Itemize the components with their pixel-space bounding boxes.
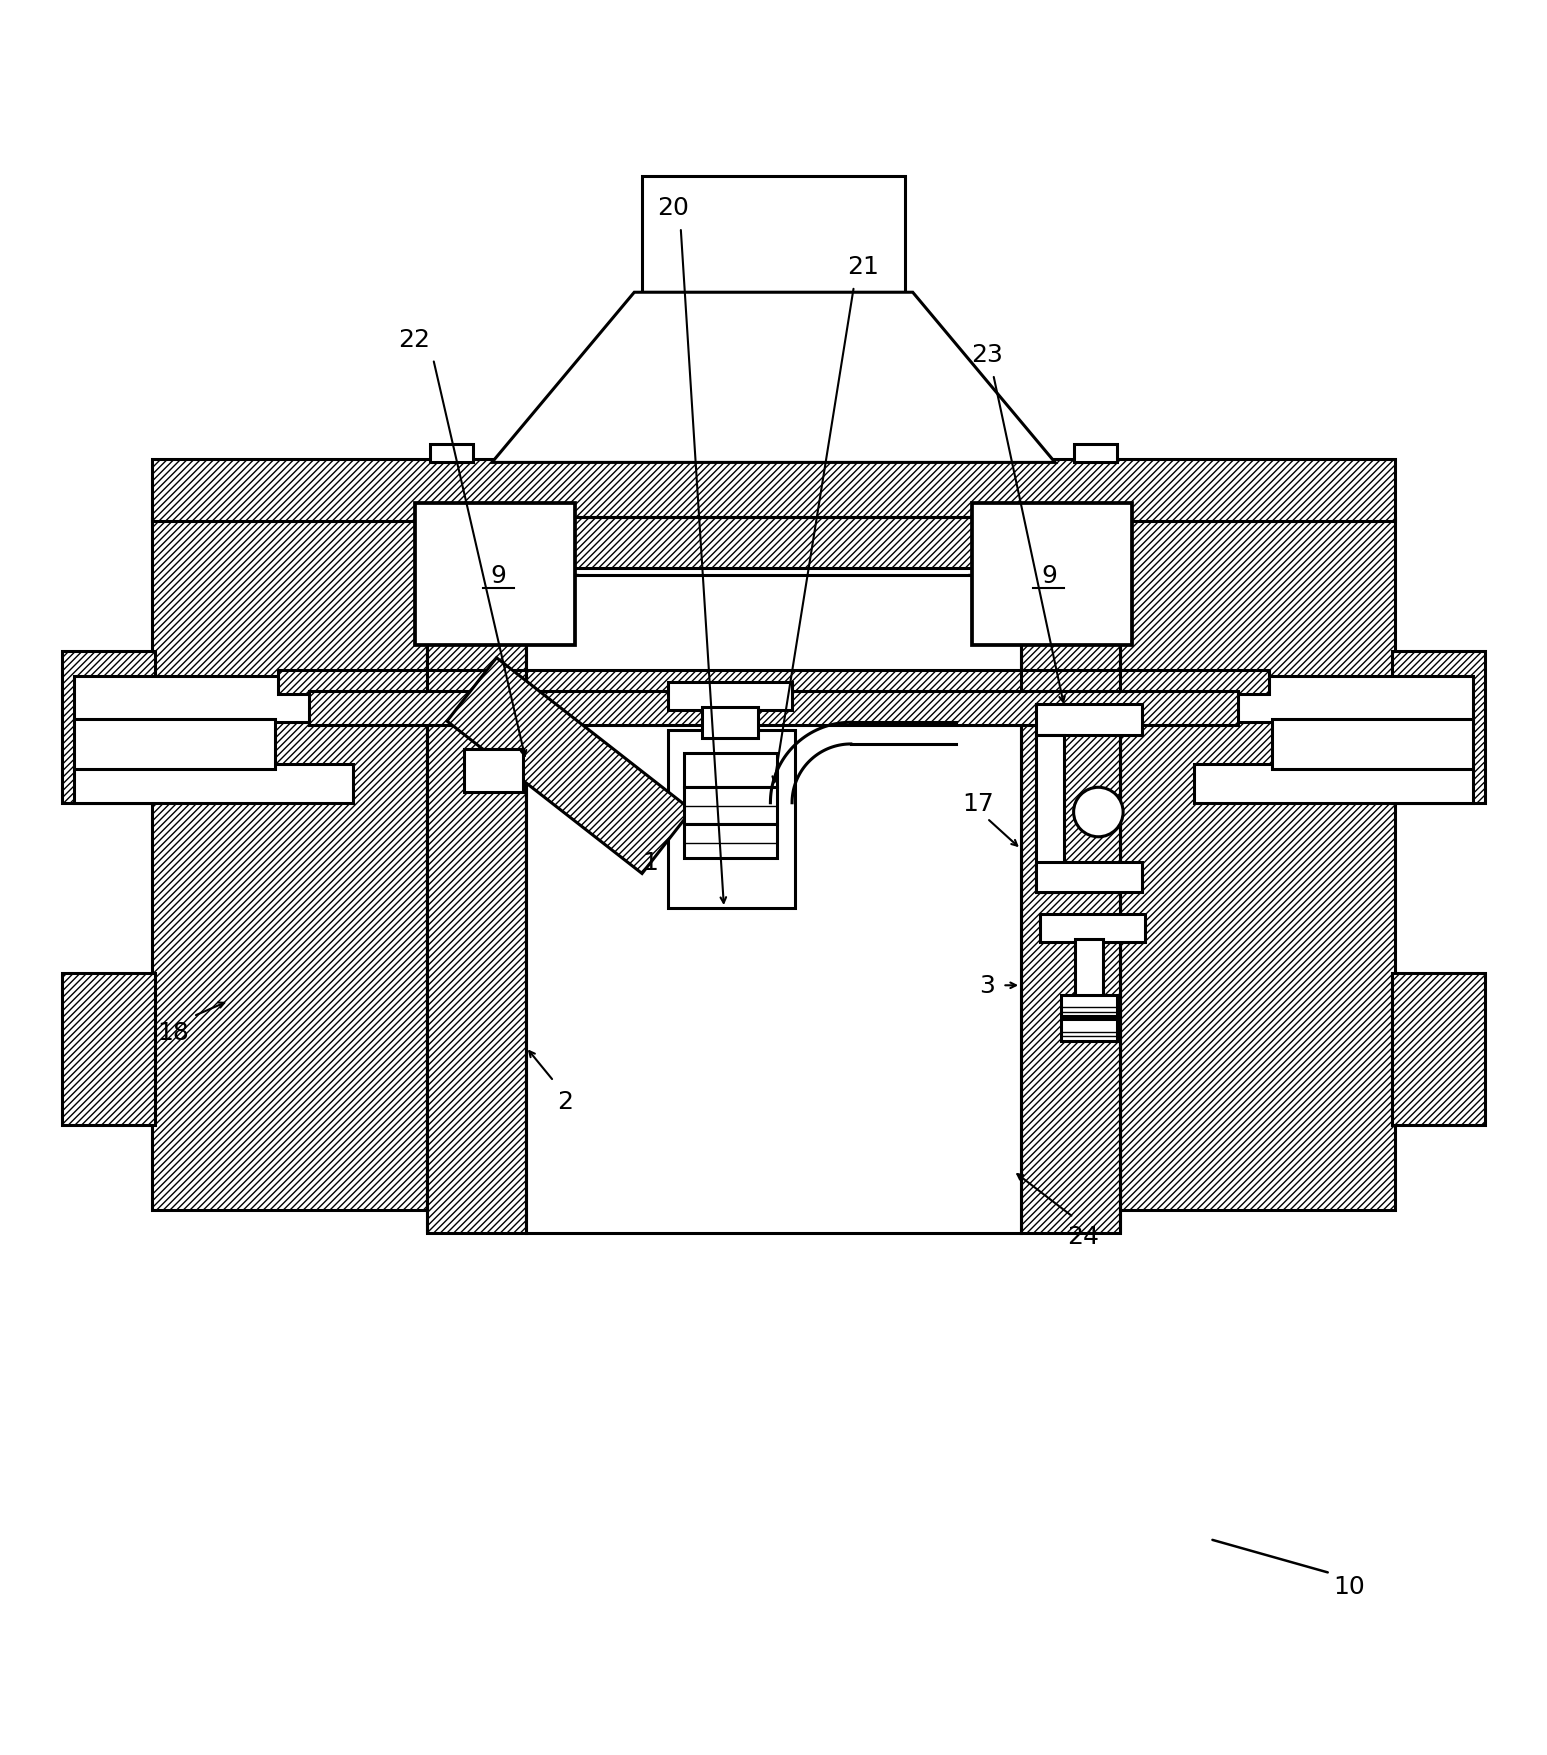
Bar (1061, 995, 1117, 1016)
Bar (526, 569, 1021, 1234)
Bar (684, 825, 777, 858)
Bar (642, 177, 905, 293)
Bar (1392, 651, 1485, 804)
Bar (62, 974, 155, 1125)
Bar (1392, 974, 1485, 1125)
Bar (415, 504, 575, 646)
Bar (1021, 519, 1120, 1234)
Bar (1194, 765, 1473, 804)
Text: 22: 22 (399, 328, 430, 351)
Bar (702, 707, 758, 739)
Bar (152, 519, 427, 1209)
Text: 10: 10 (1334, 1574, 1364, 1597)
Bar (1040, 914, 1145, 942)
Bar (668, 730, 795, 909)
Bar (684, 788, 777, 825)
Text: 17: 17 (962, 792, 993, 816)
Bar (1075, 939, 1103, 1000)
Bar (309, 691, 1238, 727)
Bar (427, 518, 1120, 576)
Bar (668, 683, 792, 711)
Text: 24: 24 (1067, 1225, 1098, 1248)
Bar (74, 765, 353, 804)
Bar (62, 651, 155, 804)
Bar (972, 504, 1132, 646)
Bar (74, 720, 275, 769)
Text: 2: 2 (557, 1090, 572, 1114)
Text: 9: 9 (490, 563, 506, 588)
Circle shape (1074, 788, 1123, 837)
Bar (1036, 862, 1142, 893)
Polygon shape (447, 658, 692, 874)
Bar (1272, 720, 1473, 769)
Bar (152, 460, 1395, 521)
Bar (1036, 704, 1142, 735)
Bar (1036, 735, 1064, 893)
Bar (684, 755, 777, 788)
Text: 18: 18 (158, 1020, 189, 1044)
Text: 3: 3 (979, 974, 995, 999)
Text: 21: 21 (848, 254, 879, 279)
Text: 9: 9 (1041, 563, 1057, 588)
Bar (278, 670, 1269, 695)
Bar (430, 444, 473, 463)
Text: 20: 20 (657, 197, 688, 219)
Bar (427, 519, 526, 1234)
Polygon shape (492, 293, 1055, 463)
Text: 23: 23 (972, 342, 1002, 367)
Bar (1074, 444, 1117, 463)
Text: 1: 1 (642, 849, 657, 874)
Bar (1061, 1020, 1117, 1041)
Bar (74, 676, 1473, 723)
Bar (1120, 519, 1395, 1209)
Bar (464, 749, 523, 793)
